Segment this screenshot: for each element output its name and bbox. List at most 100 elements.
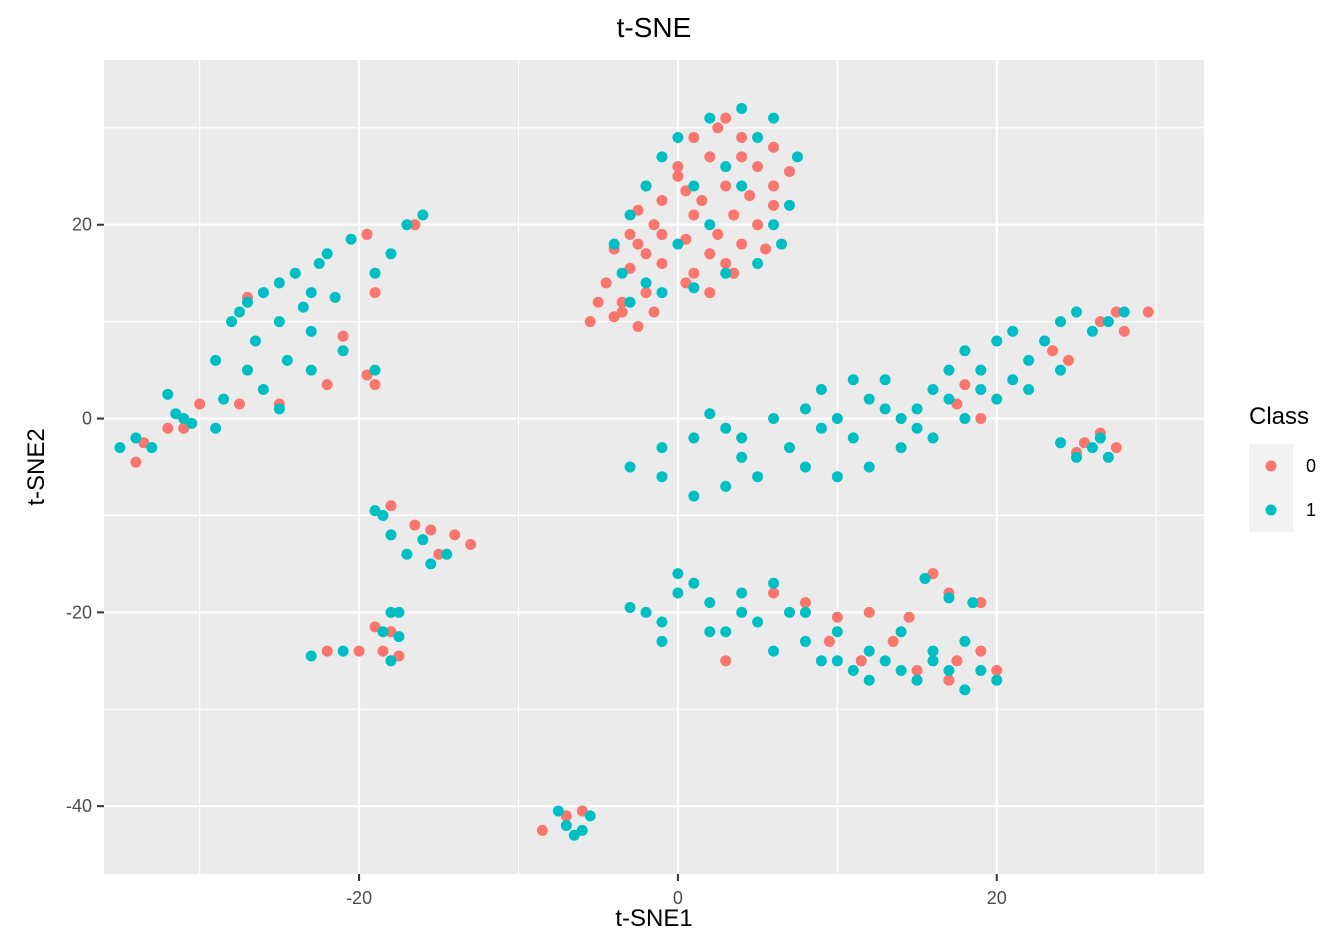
point-class-1 — [736, 102, 748, 114]
point-class-0 — [720, 180, 732, 192]
point-class-0 — [361, 228, 373, 240]
point-class-0 — [943, 674, 955, 686]
point-class-1 — [911, 674, 923, 686]
point-class-1 — [704, 408, 716, 420]
point-class-0 — [975, 413, 987, 425]
y-axis-ticks: -40 -20 0 20 — [66, 215, 104, 816]
point-class-0 — [321, 379, 333, 391]
point-class-1 — [608, 238, 620, 250]
point-class-0 — [178, 422, 190, 434]
point-class-1 — [895, 413, 907, 425]
point-class-0 — [321, 645, 333, 657]
point-class-0 — [784, 165, 796, 177]
point-class-1 — [345, 233, 357, 245]
point-class-0 — [648, 306, 660, 318]
point-class-1 — [863, 674, 875, 686]
point-class-0 — [656, 258, 668, 269]
point-class-1 — [249, 335, 261, 347]
point-class-0 — [799, 597, 811, 609]
point-class-0 — [592, 296, 604, 308]
y-tick-label: 0 — [82, 409, 92, 429]
point-class-1 — [847, 432, 859, 444]
point-class-1 — [943, 665, 955, 676]
point-class-1 — [305, 287, 317, 299]
point-class-1 — [385, 529, 397, 541]
point-class-0 — [712, 228, 724, 240]
point-class-0 — [720, 258, 732, 269]
point-class-0 — [768, 180, 780, 192]
x-tick-label: 0 — [673, 888, 683, 908]
point-class-1 — [1055, 316, 1067, 328]
point-class-1 — [377, 509, 389, 521]
point-class-1 — [959, 345, 971, 357]
point-class-0 — [768, 199, 780, 211]
point-class-1 — [1055, 364, 1067, 376]
point-class-1 — [393, 606, 405, 618]
point-class-1 — [720, 161, 732, 173]
point-class-1 — [736, 432, 748, 444]
point-class-1 — [752, 471, 764, 483]
point-class-0 — [736, 132, 748, 144]
point-class-1 — [768, 645, 780, 657]
point-class-0 — [656, 228, 668, 240]
point-class-1 — [257, 287, 269, 299]
point-class-1 — [321, 248, 333, 260]
point-class-0 — [975, 597, 987, 609]
point-class-0 — [640, 248, 652, 260]
point-class-1 — [1070, 451, 1082, 463]
point-class-1 — [847, 374, 859, 386]
point-class-0 — [369, 379, 381, 391]
point-class-1 — [640, 277, 652, 289]
point-class-1 — [417, 209, 429, 221]
y-tick-label: 20 — [72, 215, 92, 235]
point-class-1 — [847, 665, 859, 676]
point-class-1 — [831, 471, 843, 483]
point-class-1 — [831, 413, 843, 425]
point-class-1 — [736, 606, 748, 618]
point-class-1 — [831, 626, 843, 638]
point-class-0 — [600, 277, 612, 289]
point-class-0 — [887, 635, 899, 647]
point-class-0 — [688, 209, 700, 221]
point-class-0 — [162, 422, 174, 434]
point-class-1 — [736, 587, 748, 599]
point-class-1 — [369, 505, 381, 517]
point-class-1 — [768, 413, 780, 425]
point-class-1 — [257, 383, 269, 395]
point-class-0 — [672, 161, 684, 173]
point-class-0 — [361, 369, 373, 381]
point-class-1 — [273, 316, 285, 328]
point-class-0 — [624, 262, 636, 274]
point-class-1 — [704, 219, 716, 231]
point-class-0 — [855, 655, 867, 667]
point-class-1 — [385, 606, 397, 618]
point-class-0 — [720, 112, 732, 124]
point-class-1 — [720, 267, 732, 279]
minor-gridlines — [104, 60, 1204, 874]
point-class-0 — [903, 611, 915, 623]
point-class-0 — [377, 645, 389, 657]
point-class-1 — [624, 209, 636, 221]
point-class-1 — [736, 180, 748, 192]
point-class-1 — [1023, 383, 1035, 395]
point-class-1 — [417, 534, 429, 546]
point-class-1 — [1094, 432, 1106, 444]
point-class-1 — [831, 655, 843, 667]
point-class-0 — [672, 170, 684, 182]
data-points — [114, 102, 1154, 841]
point-class-1 — [863, 393, 875, 405]
point-class-1 — [768, 219, 780, 231]
point-class-1 — [234, 306, 246, 318]
y-tick-label: -40 — [66, 796, 92, 816]
point-class-1 — [791, 151, 803, 163]
point-class-0 — [736, 151, 748, 163]
point-class-0 — [536, 824, 548, 836]
point-class-1 — [895, 626, 907, 638]
point-class-1 — [784, 199, 796, 211]
point-class-1 — [656, 287, 668, 299]
point-class-0 — [409, 519, 421, 531]
point-class-1 — [1102, 451, 1114, 463]
point-class-1 — [752, 258, 764, 269]
point-class-1 — [241, 296, 253, 308]
